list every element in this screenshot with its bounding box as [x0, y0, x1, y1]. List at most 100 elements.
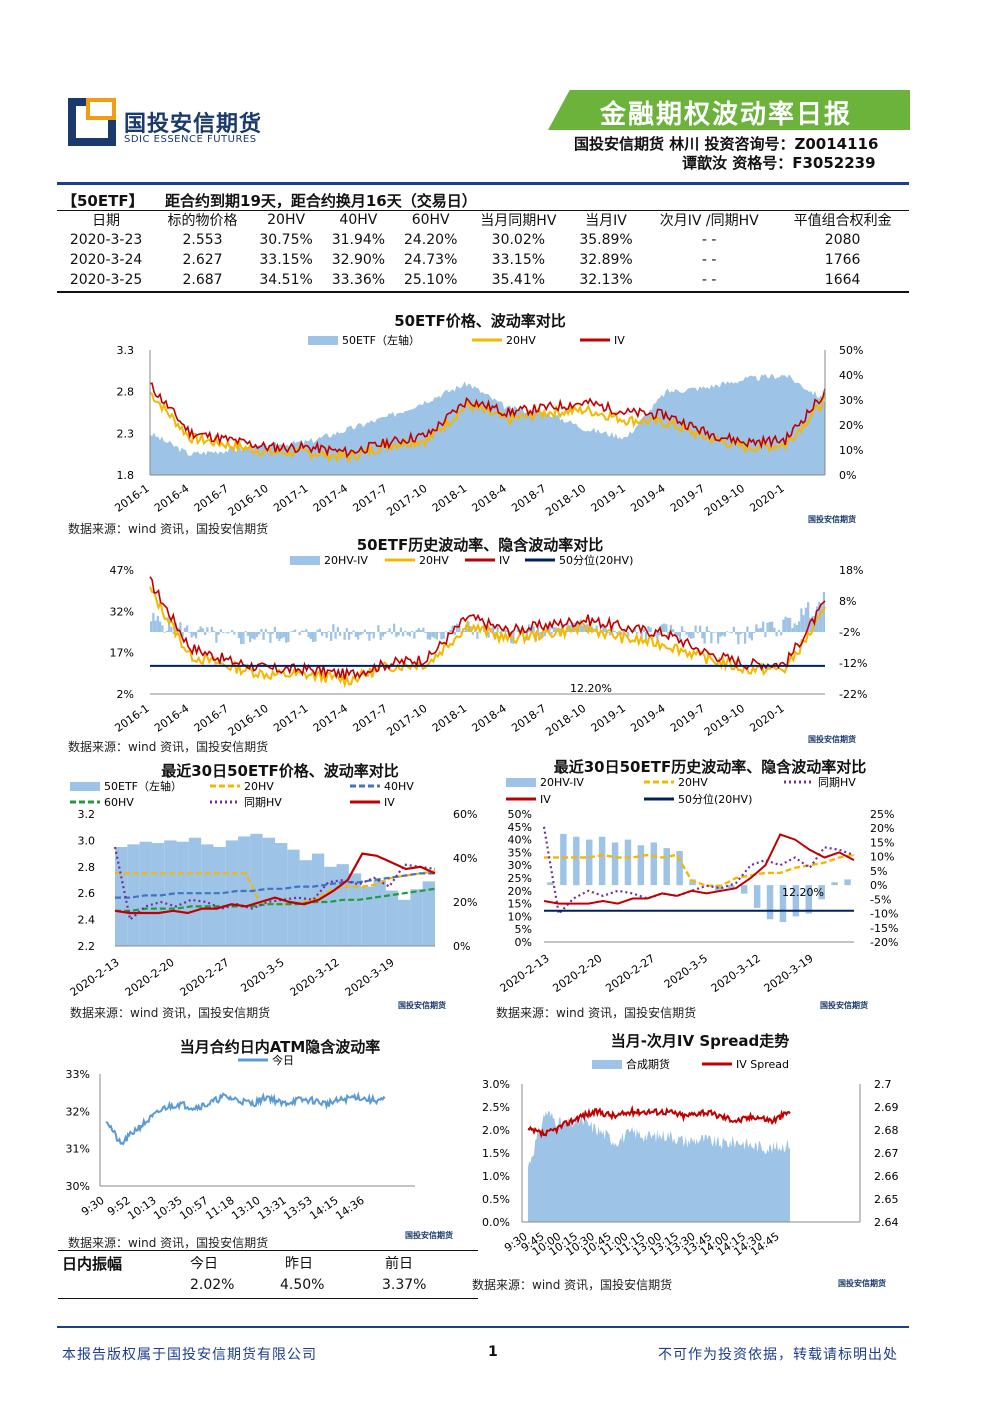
diff-bar — [195, 632, 198, 639]
x-tick: 2017-10 — [384, 702, 429, 737]
diff-bar — [492, 625, 495, 632]
diff-bar — [183, 627, 186, 632]
legend-label: IV — [540, 793, 551, 806]
diff-bar — [152, 613, 155, 632]
x-tick: 2016-1 — [112, 482, 151, 515]
x-tick: 2016-7 — [192, 482, 231, 515]
y-tick-right: 40% — [453, 852, 477, 865]
diff-bar — [368, 632, 371, 641]
x-tick: 2018-1 — [430, 482, 469, 515]
diff-bar — [730, 632, 733, 634]
chart2-title: 50ETF历史波动率、隐含波动率对比 — [356, 536, 604, 554]
legend-label: 今日 — [272, 1053, 294, 1067]
diff-bar — [582, 625, 585, 632]
source-note: 数据来源：wind 资讯，国投安信期货 — [68, 1236, 269, 1250]
diff-bar — [422, 627, 425, 632]
y-tick-right: 30% — [839, 394, 863, 407]
price-bar — [348, 873, 362, 946]
y-tick-right: 2.66 — [874, 1170, 899, 1183]
y-tick-left: 3.3 — [117, 344, 135, 357]
y-tick-right: 2.65 — [874, 1193, 899, 1206]
diff-bar — [300, 630, 303, 632]
x-tick: 2016-10 — [226, 702, 271, 737]
x-tick: 2018-10 — [543, 702, 588, 737]
diff-bar — [766, 622, 769, 632]
price-bar — [361, 886, 374, 946]
col-header: 当月同期HV — [480, 213, 557, 229]
x-tick: 2017-1 — [271, 702, 310, 735]
y-tick-right: 2.7 — [874, 1078, 892, 1091]
table-cell: 30.02% — [491, 232, 546, 248]
diff-bar — [179, 622, 182, 632]
diff-bar — [694, 625, 697, 632]
diff-bar — [197, 629, 200, 632]
diff-bar — [744, 632, 747, 644]
y-tick-right: 18% — [839, 564, 863, 577]
diff-bar — [242, 632, 245, 645]
diff-bar — [559, 628, 562, 632]
legend-swatch — [308, 336, 338, 345]
diff-bar — [611, 842, 619, 886]
table-cell: 33.15% — [491, 252, 546, 268]
table-cell: 34.51% — [259, 272, 313, 288]
legend-label: 40HV — [384, 780, 414, 793]
series-50etf-area — [150, 373, 825, 475]
x-tick: 10:35 — [151, 1194, 184, 1223]
source-note: 数据来源：wind 资讯，国投安信期货 — [496, 1006, 697, 1020]
diff-bar — [282, 632, 285, 638]
diff-bar — [613, 630, 616, 632]
series-iv-line — [149, 576, 826, 680]
diff-bar — [570, 622, 573, 632]
series-iv-line — [114, 852, 436, 915]
diff-bar — [213, 630, 216, 632]
diff-bar — [676, 850, 683, 886]
y-tick-left: 3.0 — [78, 834, 96, 847]
source-note: 数据来源：wind 资讯，国投安信期货 — [472, 1278, 673, 1292]
diff-bar — [844, 879, 851, 886]
diff-bar — [327, 631, 330, 632]
y-tick-left: 2.0% — [482, 1124, 510, 1137]
x-tick: 2018-4 — [470, 702, 509, 735]
x-tick: 2016-1 — [112, 702, 151, 735]
diff-bar — [363, 629, 366, 632]
diff-bar — [334, 632, 337, 639]
diff-bar — [415, 629, 418, 632]
y-tick-right: 0% — [839, 469, 856, 482]
diff-bar — [379, 632, 382, 640]
diff-bar — [672, 629, 675, 632]
diff-bar — [516, 628, 519, 632]
diff-bar — [408, 632, 411, 637]
etf-tag: 【50ETF】 — [62, 192, 144, 210]
diff-bar — [779, 885, 787, 923]
legend-label: 20HV — [419, 554, 449, 567]
diff-bar — [417, 628, 420, 632]
y-tick-right: 2.67 — [874, 1147, 899, 1160]
y-tick-right: 0% — [870, 879, 887, 892]
diff-bar — [615, 632, 618, 634]
x-tick: 2018-1 — [430, 702, 469, 735]
y-tick-right: -20% — [870, 936, 898, 949]
diff-bar — [438, 632, 441, 633]
diff-bar — [442, 632, 445, 639]
y-tick-left: 50% — [508, 808, 532, 821]
y-tick-left: 1.8 — [117, 469, 135, 482]
diff-bar — [381, 632, 384, 637]
diff-bar — [192, 632, 195, 636]
diff-bar — [420, 630, 423, 632]
y-tick-right: 5% — [870, 865, 887, 878]
intraday-val: 2.02% — [190, 1277, 235, 1293]
diff-bar — [237, 632, 240, 639]
y-tick-left: 30% — [66, 1180, 90, 1193]
diff-bar — [372, 632, 375, 639]
diff-bar — [543, 632, 546, 637]
legend-swatch — [506, 778, 536, 787]
mini-logo: 国投安信期货 — [398, 1001, 446, 1010]
y-tick-right: 0% — [453, 940, 470, 953]
diff-bar — [462, 630, 465, 632]
source-note: 数据来源：wind 资讯，国投安信期货 — [68, 740, 269, 754]
x-tick: 2016-10 — [226, 482, 271, 519]
diff-bar — [701, 632, 704, 639]
diff-bar — [233, 632, 236, 635]
y-tick-left: 17% — [110, 647, 134, 660]
table-cell: 2.687 — [182, 272, 223, 288]
